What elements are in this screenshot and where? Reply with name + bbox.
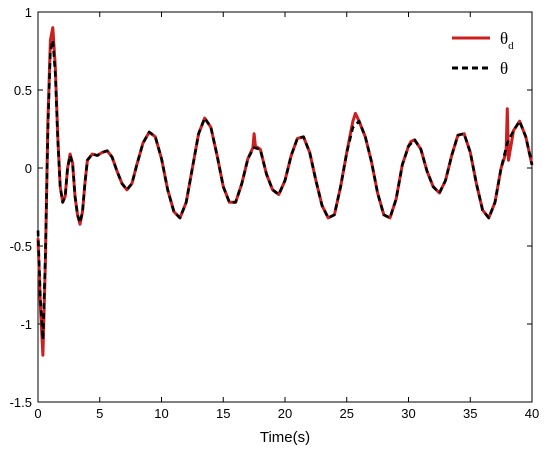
x-tick-label: 35 — [463, 406, 477, 421]
y-tick-label: -1 — [20, 317, 32, 332]
x-tick-label: 25 — [340, 406, 354, 421]
x-tick-label: 30 — [401, 406, 415, 421]
x-tick-label: 5 — [96, 406, 103, 421]
tick-label-group: 0 5 10 15 20 25 30 35 40 1 0.5 0 -0.5 -1 -1.5 — [10, 5, 540, 421]
legend-label-theta: θ — [500, 59, 508, 78]
y-tick-label: 0 — [25, 161, 32, 176]
x-tick-label: 10 — [154, 406, 168, 421]
y-tick-label: 0.5 — [14, 83, 32, 98]
x-axis-title: Time(s) — [260, 429, 310, 446]
series-group — [36, 26, 534, 357]
series-line-theta — [36, 38, 534, 341]
x-tick-label: 20 — [278, 406, 292, 421]
x-tick-label: 40 — [525, 406, 539, 421]
legend-label-theta-d: θd — [500, 29, 514, 52]
y-tick-label: 1 — [25, 5, 32, 20]
legend: θd θ — [452, 29, 514, 78]
tick-group — [37, 11, 533, 403]
y-tick-label: -0.5 — [10, 239, 32, 254]
y-tick-label: -1.5 — [10, 395, 32, 410]
x-tick-label: 0 — [34, 406, 41, 421]
x-tick-label: 15 — [216, 406, 230, 421]
plot-frame — [37, 11, 533, 403]
